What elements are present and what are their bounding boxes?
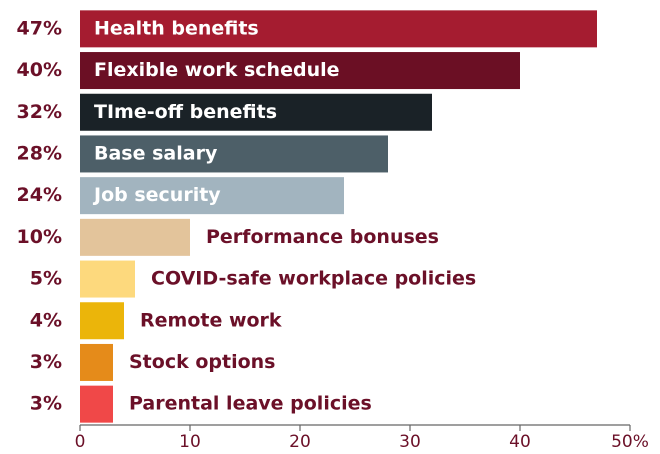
bar [80,135,388,173]
x-tick-label: 0 [75,432,86,452]
bar [80,52,520,90]
x-tick-label: 10 [179,432,201,452]
category-label: Base salary [94,142,218,164]
value-label: 3% [30,351,62,373]
value-label: 10% [17,226,62,248]
value-label: 28% [17,142,62,164]
category-label: TIme-off benefits [94,101,277,123]
category-label: Stock options [129,351,275,373]
category-label: Parental leave policies [129,393,372,415]
x-tick-label: 20 [289,432,311,452]
x-tick-label: 40 [509,432,531,452]
bar [80,218,190,256]
value-label: 3% [30,393,62,415]
x-tick-label: 50% [611,432,649,452]
category-label: Flexible work schedule [94,59,340,81]
bar [80,177,344,215]
category-label: Remote work [140,309,282,331]
value-label: 24% [17,184,62,206]
value-label: 32% [17,101,62,123]
category-label: Job security [92,184,221,206]
x-tick-label: 30 [399,432,421,452]
category-label: COVID-safe workplace policies [151,268,476,290]
bar [80,302,124,340]
bar [80,343,113,381]
value-label: 5% [30,268,62,290]
bar [80,10,597,48]
value-label: 40% [17,59,62,81]
value-label: 47% [17,17,62,39]
bar [80,93,432,131]
bar [80,385,113,423]
category-label: Performance bonuses [206,226,439,248]
bar [80,260,135,298]
value-label: 4% [30,309,62,331]
category-label: Health benefits [94,17,259,39]
